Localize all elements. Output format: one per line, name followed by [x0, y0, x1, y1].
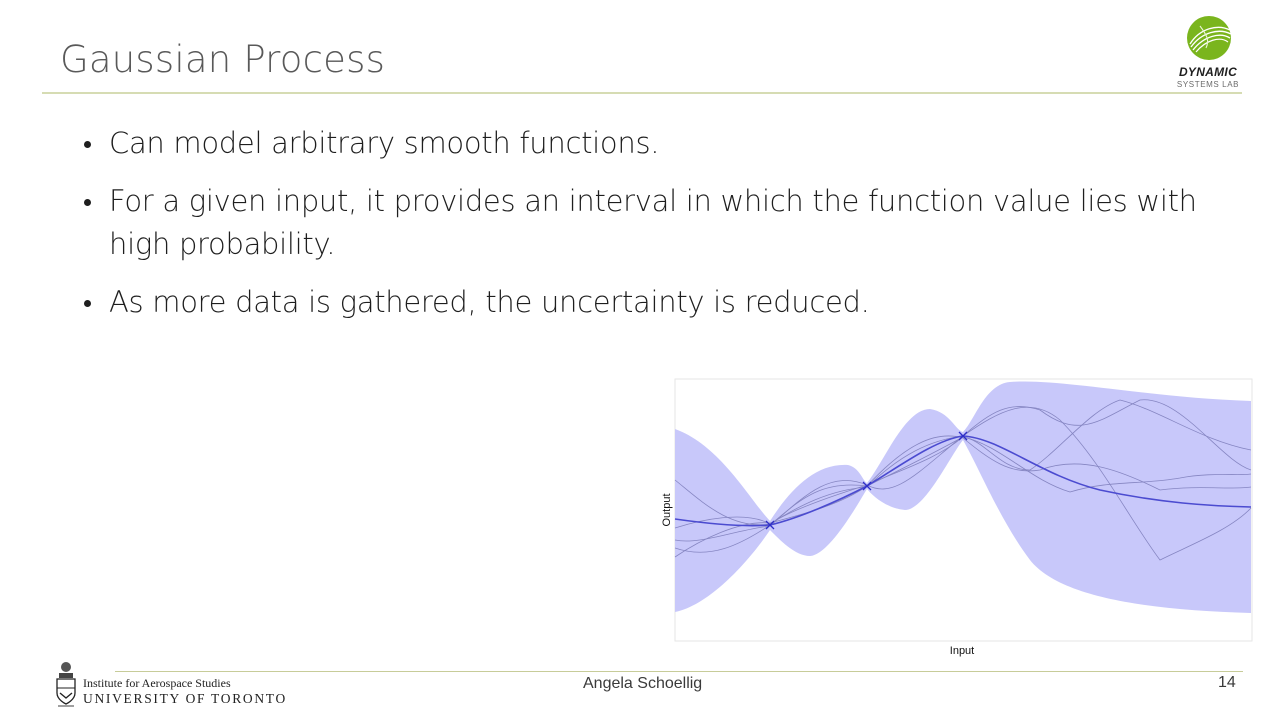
observation-x-icon	[862, 481, 872, 491]
bullet-item: For a given input, it provides an interv…	[82, 180, 1232, 266]
presenter-name: Angela Schoellig	[583, 675, 703, 692]
title-divider	[42, 92, 1242, 94]
logo-wordmark: DYNAMIC	[1178, 65, 1238, 79]
logo-subtitle: SYSTEMS LAB	[1176, 80, 1240, 89]
page-number: 14	[1218, 674, 1236, 691]
gaussian-process-figure: Output Input	[661, 378, 1253, 657]
observation-markers	[765, 431, 968, 530]
observation-x-icon	[958, 431, 968, 441]
footer-divider	[115, 671, 1243, 672]
bullet-dot-icon	[84, 300, 91, 307]
bullet-list: Can model arbitrary smooth functions. Fo…	[82, 122, 1232, 339]
bullet-text: For a given input, it provides an interv…	[109, 184, 1197, 261]
y-axis-label: Output	[661, 493, 673, 526]
bullet-text: As more data is gathered, the uncertaint…	[109, 285, 870, 319]
observation-x-icon	[765, 520, 775, 530]
university-crest-icon	[56, 662, 76, 707]
confidence-band	[675, 381, 1251, 613]
bullet-item: As more data is gathered, the uncertaint…	[82, 281, 1232, 324]
bullet-dot-icon	[84, 199, 91, 206]
bullet-item: Can model arbitrary smooth functions.	[82, 122, 1232, 165]
university-name: UNIVERSITY OF TORONTO	[83, 691, 287, 706]
bullet-text: Can model arbitrary smooth functions.	[109, 126, 660, 160]
bullet-dot-icon	[84, 141, 91, 148]
x-axis-label: Input	[950, 645, 974, 657]
institute-name: Institute for Aerospace Studies	[83, 676, 231, 690]
slide-title: Gaussian Process	[60, 38, 386, 81]
dynamic-systems-lab-globe-icon	[1187, 16, 1232, 60]
